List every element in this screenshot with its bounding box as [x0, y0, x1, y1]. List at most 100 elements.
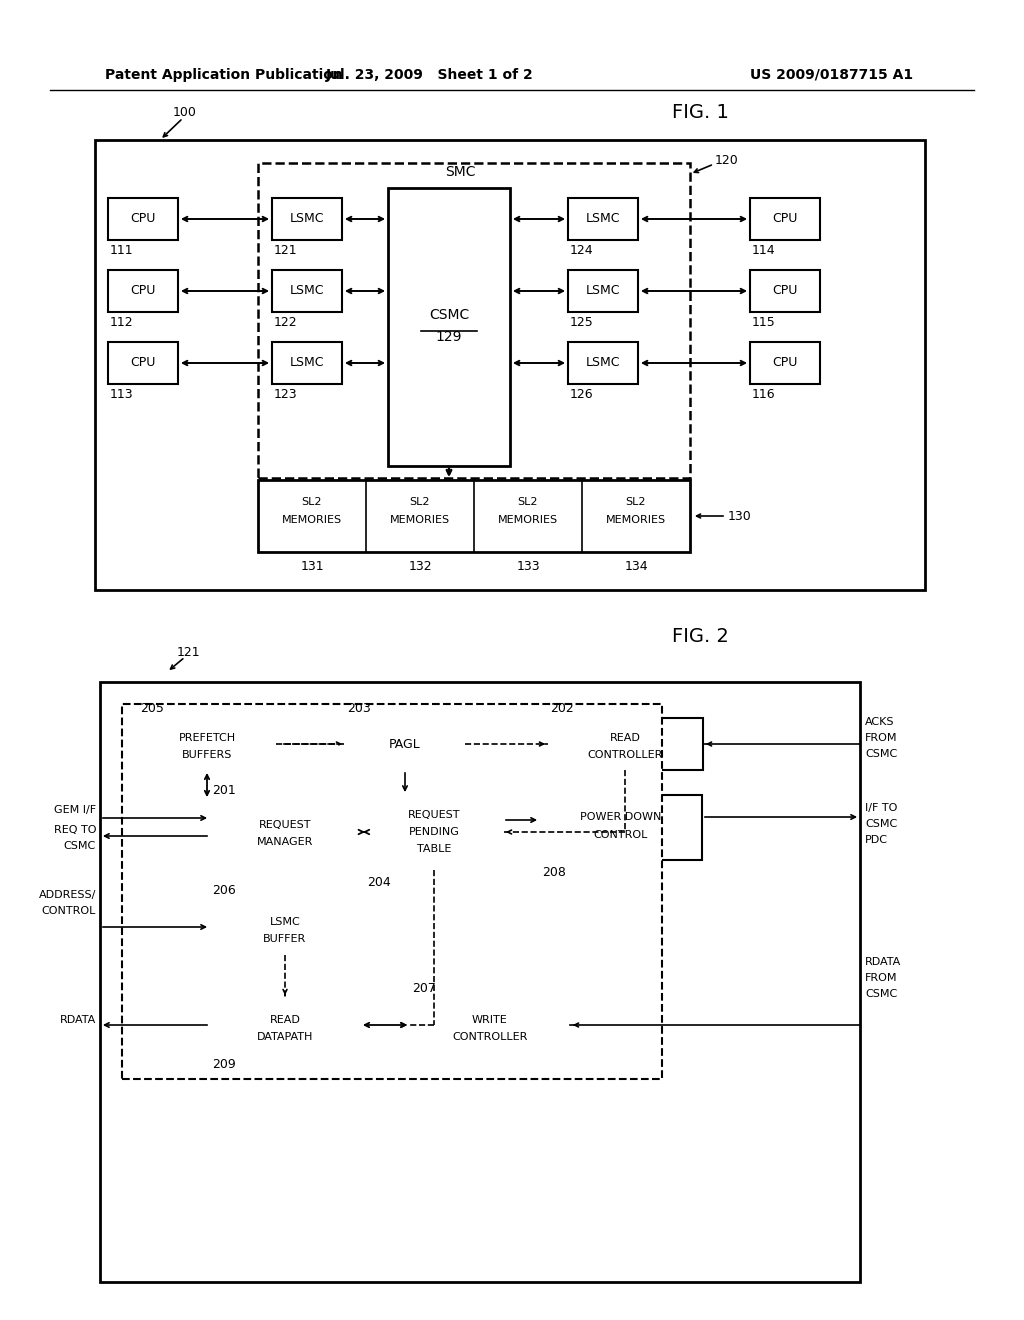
FancyBboxPatch shape [108, 198, 178, 240]
Text: SMC: SMC [444, 165, 475, 180]
Text: LSMC: LSMC [290, 356, 325, 370]
FancyBboxPatch shape [258, 480, 690, 552]
FancyBboxPatch shape [210, 800, 360, 865]
Text: 113: 113 [110, 388, 133, 401]
Text: MEMORIES: MEMORIES [390, 515, 451, 525]
Text: MEMORIES: MEMORIES [282, 515, 342, 525]
Text: 120: 120 [715, 153, 738, 166]
Text: 208: 208 [542, 866, 566, 879]
FancyBboxPatch shape [108, 271, 178, 312]
Text: 100: 100 [173, 107, 197, 120]
Text: CPU: CPU [130, 213, 156, 226]
FancyBboxPatch shape [272, 198, 342, 240]
Text: RDATA: RDATA [865, 957, 901, 968]
Text: FIG. 2: FIG. 2 [672, 627, 728, 647]
Text: PDC: PDC [865, 836, 888, 845]
FancyBboxPatch shape [210, 998, 360, 1053]
Text: 122: 122 [274, 317, 298, 330]
Text: PREFETCH: PREFETCH [178, 733, 236, 743]
Text: RDATA: RDATA [59, 1015, 96, 1026]
Text: SL2: SL2 [302, 498, 323, 507]
Text: 111: 111 [110, 244, 133, 257]
Text: CSMC: CSMC [63, 841, 96, 851]
FancyBboxPatch shape [568, 198, 638, 240]
Text: 126: 126 [570, 388, 594, 401]
Text: 203: 203 [347, 701, 371, 714]
Text: Patent Application Publication: Patent Application Publication [105, 69, 343, 82]
Text: 115: 115 [752, 317, 776, 330]
Text: CPU: CPU [772, 356, 798, 370]
Text: Jul. 23, 2009   Sheet 1 of 2: Jul. 23, 2009 Sheet 1 of 2 [326, 69, 534, 82]
FancyBboxPatch shape [272, 342, 342, 384]
Text: 206: 206 [212, 883, 236, 896]
FancyBboxPatch shape [540, 795, 702, 861]
Text: CPU: CPU [772, 213, 798, 226]
Text: FIG. 1: FIG. 1 [672, 103, 728, 121]
Text: 131: 131 [300, 560, 324, 573]
FancyBboxPatch shape [108, 342, 178, 384]
Text: POWER DOWN: POWER DOWN [581, 812, 662, 822]
Text: CSMC: CSMC [865, 818, 897, 829]
Text: DATAPATH: DATAPATH [257, 1032, 313, 1041]
Text: LSMC: LSMC [586, 213, 621, 226]
Text: 205: 205 [140, 701, 164, 714]
FancyBboxPatch shape [258, 162, 690, 478]
FancyBboxPatch shape [568, 342, 638, 384]
Text: REQ TO: REQ TO [53, 825, 96, 836]
Text: CPU: CPU [130, 285, 156, 297]
Text: LSMC: LSMC [290, 285, 325, 297]
FancyBboxPatch shape [750, 342, 820, 384]
Text: CSMC: CSMC [865, 989, 897, 999]
FancyBboxPatch shape [138, 718, 276, 770]
Text: MEMORIES: MEMORIES [606, 515, 666, 525]
FancyBboxPatch shape [272, 271, 342, 312]
Text: LSMC: LSMC [269, 917, 300, 927]
Text: CONTROL: CONTROL [42, 906, 96, 916]
Text: LSMC: LSMC [586, 285, 621, 297]
Text: 130: 130 [728, 510, 752, 523]
Text: ACKS: ACKS [865, 717, 895, 727]
Text: 124: 124 [570, 244, 594, 257]
Text: US 2009/0187715 A1: US 2009/0187715 A1 [750, 69, 913, 82]
Text: PENDING: PENDING [409, 828, 460, 837]
Text: MANAGER: MANAGER [257, 837, 313, 847]
Text: BUFFERS: BUFFERS [182, 750, 232, 760]
Text: 132: 132 [409, 560, 432, 573]
Text: CONTROLLER: CONTROLLER [453, 1032, 527, 1041]
Text: PAGL: PAGL [389, 738, 421, 751]
Text: GEM I/F: GEM I/F [54, 805, 96, 814]
Text: CPU: CPU [130, 356, 156, 370]
FancyBboxPatch shape [568, 271, 638, 312]
Text: 123: 123 [274, 388, 298, 401]
Text: REQUEST: REQUEST [408, 810, 460, 820]
FancyBboxPatch shape [388, 187, 510, 466]
Text: 125: 125 [570, 317, 594, 330]
Text: LSMC: LSMC [290, 213, 325, 226]
Text: 116: 116 [752, 388, 775, 401]
Text: 129: 129 [436, 330, 462, 345]
FancyBboxPatch shape [750, 271, 820, 312]
Text: CONTROL: CONTROL [594, 830, 648, 840]
Text: LSMC: LSMC [586, 356, 621, 370]
Text: 114: 114 [752, 244, 775, 257]
Text: CSMC: CSMC [429, 308, 469, 322]
Text: 112: 112 [110, 317, 133, 330]
Text: 202: 202 [550, 701, 573, 714]
FancyBboxPatch shape [210, 900, 360, 954]
Text: 121: 121 [176, 645, 200, 659]
Text: SL2: SL2 [626, 498, 646, 507]
Text: READ: READ [609, 733, 640, 743]
FancyBboxPatch shape [548, 718, 703, 770]
Text: 204: 204 [367, 875, 391, 888]
Text: 121: 121 [274, 244, 298, 257]
Text: ADDRESS/: ADDRESS/ [39, 890, 96, 900]
Text: MEMORIES: MEMORIES [498, 515, 558, 525]
Text: CSMC: CSMC [865, 748, 897, 759]
Text: 134: 134 [625, 560, 648, 573]
FancyBboxPatch shape [410, 998, 570, 1053]
Text: 209: 209 [212, 1059, 236, 1072]
Text: FROM: FROM [865, 973, 897, 983]
FancyBboxPatch shape [100, 682, 860, 1282]
Text: TABLE: TABLE [417, 843, 452, 854]
Text: 207: 207 [412, 982, 436, 994]
